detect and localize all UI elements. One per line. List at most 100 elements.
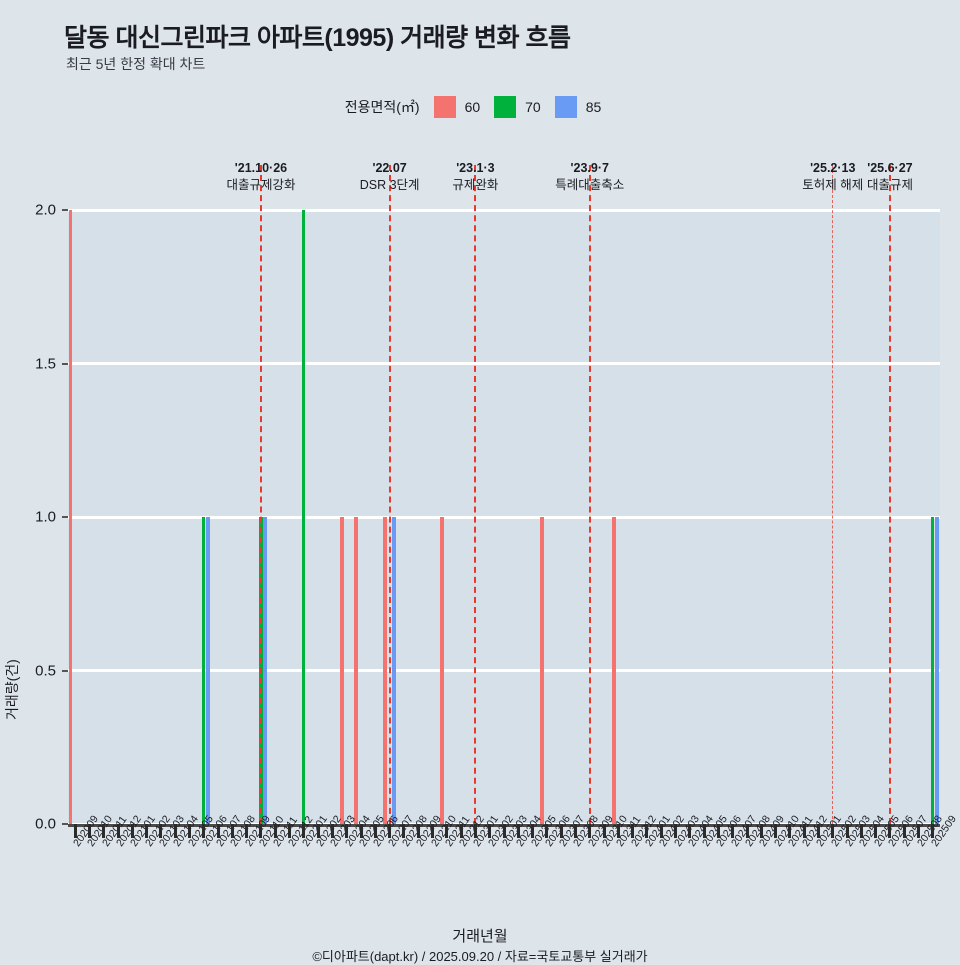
x-tick-mark	[245, 824, 249, 838]
x-tick-mark	[688, 824, 692, 838]
gridline	[68, 208, 940, 212]
x-tick-mark	[445, 824, 449, 838]
x-tick-mark	[845, 824, 849, 838]
x-tick-mark	[273, 824, 277, 838]
event-annotation-202309: '23.9·7 특례대출축소	[555, 160, 624, 194]
x-tick-mark	[159, 824, 163, 838]
bar-70-202509[interactable]	[930, 517, 935, 824]
y-tick-label: 1.5	[35, 355, 56, 372]
x-tick-mark	[345, 824, 349, 838]
x-tick-mark	[745, 824, 749, 838]
x-tick-mark	[202, 824, 206, 838]
legend-title: 전용면적(㎡)	[344, 99, 420, 115]
bar-60-202311[interactable]	[611, 517, 616, 824]
event-date: '25.6·27	[867, 161, 913, 175]
y-tick-mark	[62, 209, 68, 211]
x-tick-mark	[316, 824, 320, 838]
x-tick-mark	[902, 824, 906, 838]
event-line-202506	[888, 165, 891, 834]
x-tick-mark	[788, 824, 792, 838]
event-annotation-202110: '21.10·26 대출규제강화	[226, 160, 295, 194]
x-tick-mark	[888, 824, 892, 838]
x-tick-mark	[288, 824, 292, 838]
x-tick-mark	[216, 824, 220, 838]
y-axis: 거래량(건) 0.0 0.5 1.0 1.5 2.0	[0, 202, 68, 833]
event-line-202502	[831, 165, 833, 834]
x-tick-mark	[702, 824, 706, 838]
x-tick-mark	[87, 824, 91, 838]
page-subtitle: 최근 5년 한정 확대 차트	[66, 56, 206, 72]
bar-60-202205[interactable]	[354, 517, 359, 824]
legend-item-70[interactable]: 70	[494, 96, 541, 118]
bar-85-202509[interactable]	[935, 517, 939, 824]
event-date: '22.07	[372, 161, 407, 175]
x-tick-mark	[116, 824, 120, 838]
bar-70-202201[interactable]	[301, 210, 306, 824]
x-tick-mark	[73, 824, 77, 838]
event-text: DSR 3단계	[359, 177, 420, 192]
legend-item-60[interactable]: 60	[433, 96, 481, 118]
bar-60-202204[interactable]	[340, 517, 344, 824]
event-line-202110	[259, 165, 262, 834]
legend-label-85: 85	[585, 99, 602, 115]
x-tick-mark	[388, 824, 392, 838]
bar-85-202106[interactable]	[205, 517, 210, 824]
x-tick-mark	[359, 824, 363, 838]
bar-70-202106[interactable]	[201, 517, 206, 824]
x-tick-mark	[859, 824, 863, 838]
event-line-202309	[588, 165, 591, 834]
event-annotation-202301: '23.1·3 규제완화	[452, 160, 498, 194]
x-tick-mark	[759, 824, 763, 838]
legend-label-60: 60	[464, 99, 481, 115]
x-tick-mark	[259, 824, 263, 838]
y-axis-label: 거래량(건)	[4, 659, 20, 720]
event-text: 특례대출축소	[555, 177, 625, 192]
legend-swatch-70	[494, 96, 517, 118]
x-tick-mark	[874, 824, 878, 838]
x-tick-mark	[545, 824, 549, 838]
x-tick-mark	[230, 824, 234, 838]
x-tick-mark	[330, 824, 334, 838]
x-tick-mark	[645, 824, 649, 838]
gridline	[68, 362, 940, 365]
x-tick-mark	[173, 824, 177, 838]
y-tick-label: 0.5	[35, 662, 56, 679]
x-tick-mark	[674, 824, 678, 838]
event-text: 대출규제강화	[226, 177, 296, 192]
x-tick-mark	[502, 824, 506, 838]
x-tick-mark	[473, 824, 477, 838]
event-line-202207	[388, 165, 391, 834]
bar-60-202207[interactable]	[383, 517, 387, 824]
x-tick-mark	[602, 824, 606, 838]
bar-60-202306[interactable]	[540, 517, 545, 824]
bar-85-202110[interactable]	[263, 517, 267, 824]
gridline	[68, 669, 940, 672]
x-tick-mark	[573, 824, 577, 838]
x-tick-mark	[102, 824, 106, 838]
gridline	[68, 515, 940, 519]
y-tick-label: 1.0	[35, 508, 56, 526]
legend-swatch-85	[554, 96, 577, 118]
event-text: 대출규제	[866, 177, 913, 192]
y-tick-label: 2.0	[35, 201, 56, 219]
x-tick-mark	[516, 824, 520, 838]
x-tick-mark	[917, 824, 921, 838]
x-tick-mark	[188, 824, 191, 838]
x-tick-mark	[459, 824, 463, 838]
bar-60-202009[interactable]	[68, 210, 73, 824]
bar-85-202207[interactable]	[391, 517, 396, 824]
legend-item-85[interactable]: 85	[554, 96, 602, 118]
event-annotation-202506: '25.6·27 대출규제	[867, 160, 913, 194]
x-tick-mark	[831, 824, 835, 838]
x-tick-mark	[531, 824, 535, 838]
bar-60-202211[interactable]	[440, 517, 445, 824]
legend-swatch-60	[433, 96, 456, 118]
x-tick-mark	[802, 824, 806, 838]
chart-legend: 전용면적(㎡) 60 70 85	[0, 96, 960, 118]
x-tick-mark	[130, 824, 134, 838]
event-annotation-202207: '22.07 DSR 3단계	[360, 160, 420, 194]
x-tick-mark	[816, 824, 820, 838]
x-tick-mark	[716, 824, 720, 838]
x-tick-mark	[616, 824, 620, 838]
x-tick-mark	[488, 824, 492, 838]
